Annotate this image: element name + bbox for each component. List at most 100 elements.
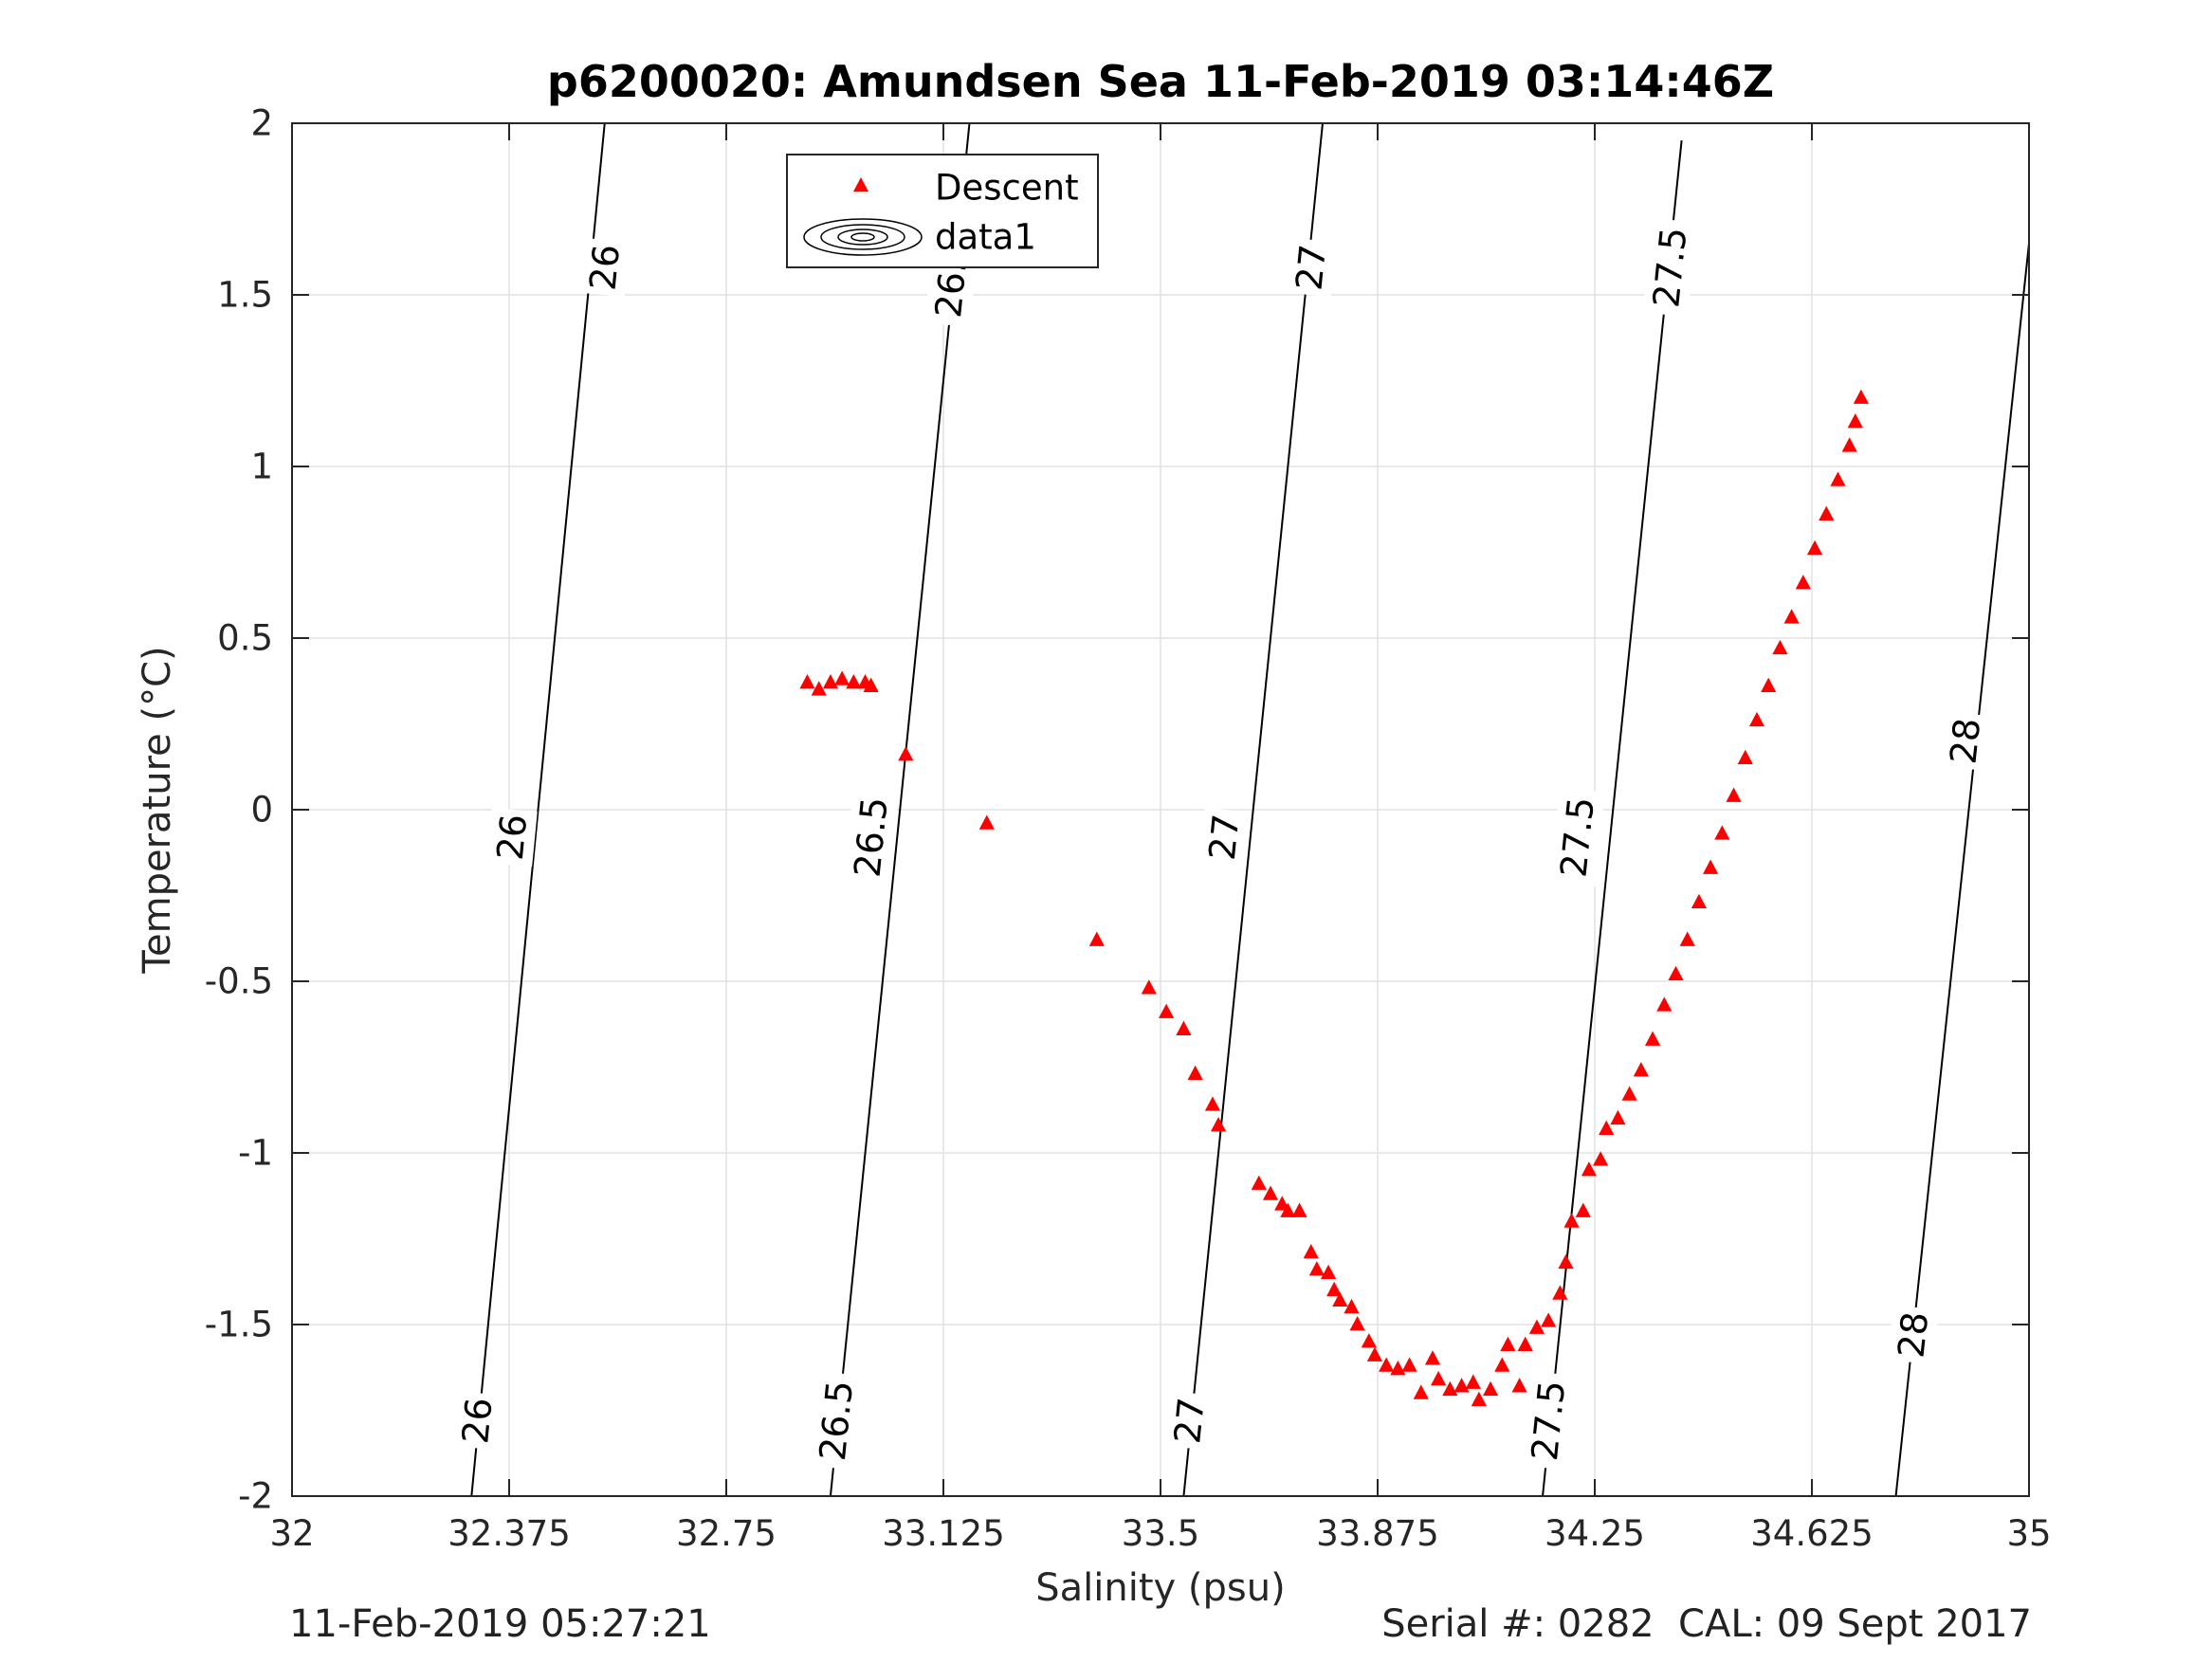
descent-point [1401, 1357, 1417, 1372]
isopycnal-line [470, 122, 606, 1497]
legend-box [786, 154, 1099, 268]
isopycnal-line [1182, 122, 1324, 1497]
x-tick-label: 33.875 [1316, 1513, 1438, 1554]
descent-point [1772, 639, 1788, 655]
descent-point [1703, 859, 1719, 874]
descent-point [1691, 893, 1708, 909]
isopycnal-line [829, 122, 971, 1497]
descent-point [846, 674, 862, 689]
isopycnal-line [1542, 139, 1683, 1497]
descent-point [1830, 471, 1846, 486]
descent-point [1593, 1151, 1609, 1166]
descent-point [1500, 1336, 1516, 1352]
descent-point [1621, 1086, 1637, 1101]
y-tick-label: 2 [250, 103, 273, 144]
y-tick-label: 0 [250, 790, 273, 831]
descent-point [1361, 1333, 1377, 1348]
descent-point [799, 674, 815, 689]
descent-point [1332, 1291, 1348, 1307]
isopycnal-label-gap [1198, 807, 1250, 868]
descent-point [1320, 1264, 1337, 1279]
descent-point [898, 746, 914, 761]
isopycnal-label: 27 [1166, 1396, 1213, 1446]
x-tick-label: 33.125 [882, 1513, 1004, 1554]
isopycnal-label: 27 [1288, 243, 1334, 293]
y-tick-label: 1.5 [217, 275, 273, 316]
descent-point [1326, 1281, 1343, 1297]
x-tick-label: 34.25 [1545, 1513, 1645, 1554]
legend-contour-marker [820, 224, 905, 250]
isopycnal-label-gap [1642, 217, 1698, 318]
isopycnal-label: 26 [454, 1396, 500, 1445]
descent-point [978, 814, 995, 830]
y-tick-label: -1 [238, 1133, 273, 1174]
descent-point [1656, 996, 1673, 1012]
isopycnal-label: 26 [582, 243, 628, 292]
footer-serial-calibration: Serial #: 0282 CAL: 09 Sept 2017 [1381, 1602, 2032, 1646]
descent-point [1262, 1185, 1279, 1200]
descent-point [1379, 1357, 1395, 1372]
descent-point [1714, 825, 1730, 840]
y-axis-label: Temperature (°C) [136, 646, 179, 974]
descent-point [1413, 1384, 1429, 1399]
descent-point [1668, 965, 1684, 981]
descent-point [1511, 1378, 1527, 1393]
chart-title: p6200020: Amundsen Sea 11-Feb-2019 03:14… [547, 56, 1774, 107]
descent-point [1819, 505, 1835, 521]
descent-point [1471, 1391, 1487, 1406]
descent-point [1366, 1346, 1383, 1361]
descent-point [1748, 711, 1765, 727]
legend-descent-label: Descent [935, 168, 1079, 209]
descent-point [1541, 1312, 1557, 1327]
descent-point [1431, 1370, 1447, 1386]
y-tick-label: -1.5 [205, 1305, 273, 1345]
descent-point [1424, 1350, 1441, 1365]
descent-point [1841, 437, 1857, 452]
descent-point [1853, 389, 1870, 404]
descent-point [1761, 677, 1777, 692]
descent-point [1558, 1253, 1574, 1270]
isopycnal-label: 27 [1201, 813, 1248, 863]
descent-point [1599, 1120, 1615, 1135]
isopycnal-label-gap [809, 1371, 864, 1471]
y-tick-label: -2 [238, 1476, 273, 1517]
x-tick-label: 32 [269, 1513, 314, 1554]
descent-point [1644, 1031, 1661, 1046]
legend-descent-marker [852, 177, 869, 192]
descent-point [1726, 787, 1742, 802]
descent-point [1442, 1380, 1458, 1397]
descent-point [822, 674, 839, 689]
descent-point [1344, 1298, 1360, 1314]
isopycnal-label-gap [1521, 1371, 1577, 1471]
isopycnal-label: 26 [489, 813, 535, 862]
isopycnal-label: 28 [1890, 1309, 1936, 1360]
descent-point [1737, 749, 1753, 764]
descent-point [1494, 1357, 1510, 1372]
x-tick-label: 33.5 [1122, 1513, 1199, 1554]
descent-point [1291, 1202, 1307, 1217]
descent-point [1303, 1243, 1319, 1259]
legend-data1-label: data1 [935, 217, 1036, 258]
x-tick-label: 32.375 [448, 1513, 570, 1554]
legend-contour-marker [837, 228, 888, 246]
descent-point [1633, 1062, 1649, 1077]
y-tick-label: -0.5 [205, 961, 273, 1002]
descent-point [1679, 931, 1695, 946]
legend-contour-marker [803, 218, 923, 256]
descent-point [1783, 609, 1800, 624]
isopycnal-line [1894, 243, 2030, 1497]
descent-point [1517, 1336, 1533, 1352]
descent-point [1088, 931, 1105, 946]
descent-point [1187, 1065, 1203, 1081]
isopycnal-label-gap [843, 787, 899, 887]
descent-point [1176, 1020, 1192, 1035]
descent-point [1349, 1316, 1365, 1331]
descent-point [1308, 1261, 1325, 1276]
y-tick-label: 1 [250, 447, 273, 487]
descent-point [1453, 1378, 1470, 1393]
isopycnal-label: 27.5 [1524, 1379, 1573, 1463]
x-axis-label: Salinity (psu) [1035, 1566, 1285, 1610]
y-tick-label: 0.5 [217, 618, 273, 659]
x-tick-label: 32.75 [676, 1513, 777, 1554]
isopycnal-label-gap [1285, 237, 1337, 298]
